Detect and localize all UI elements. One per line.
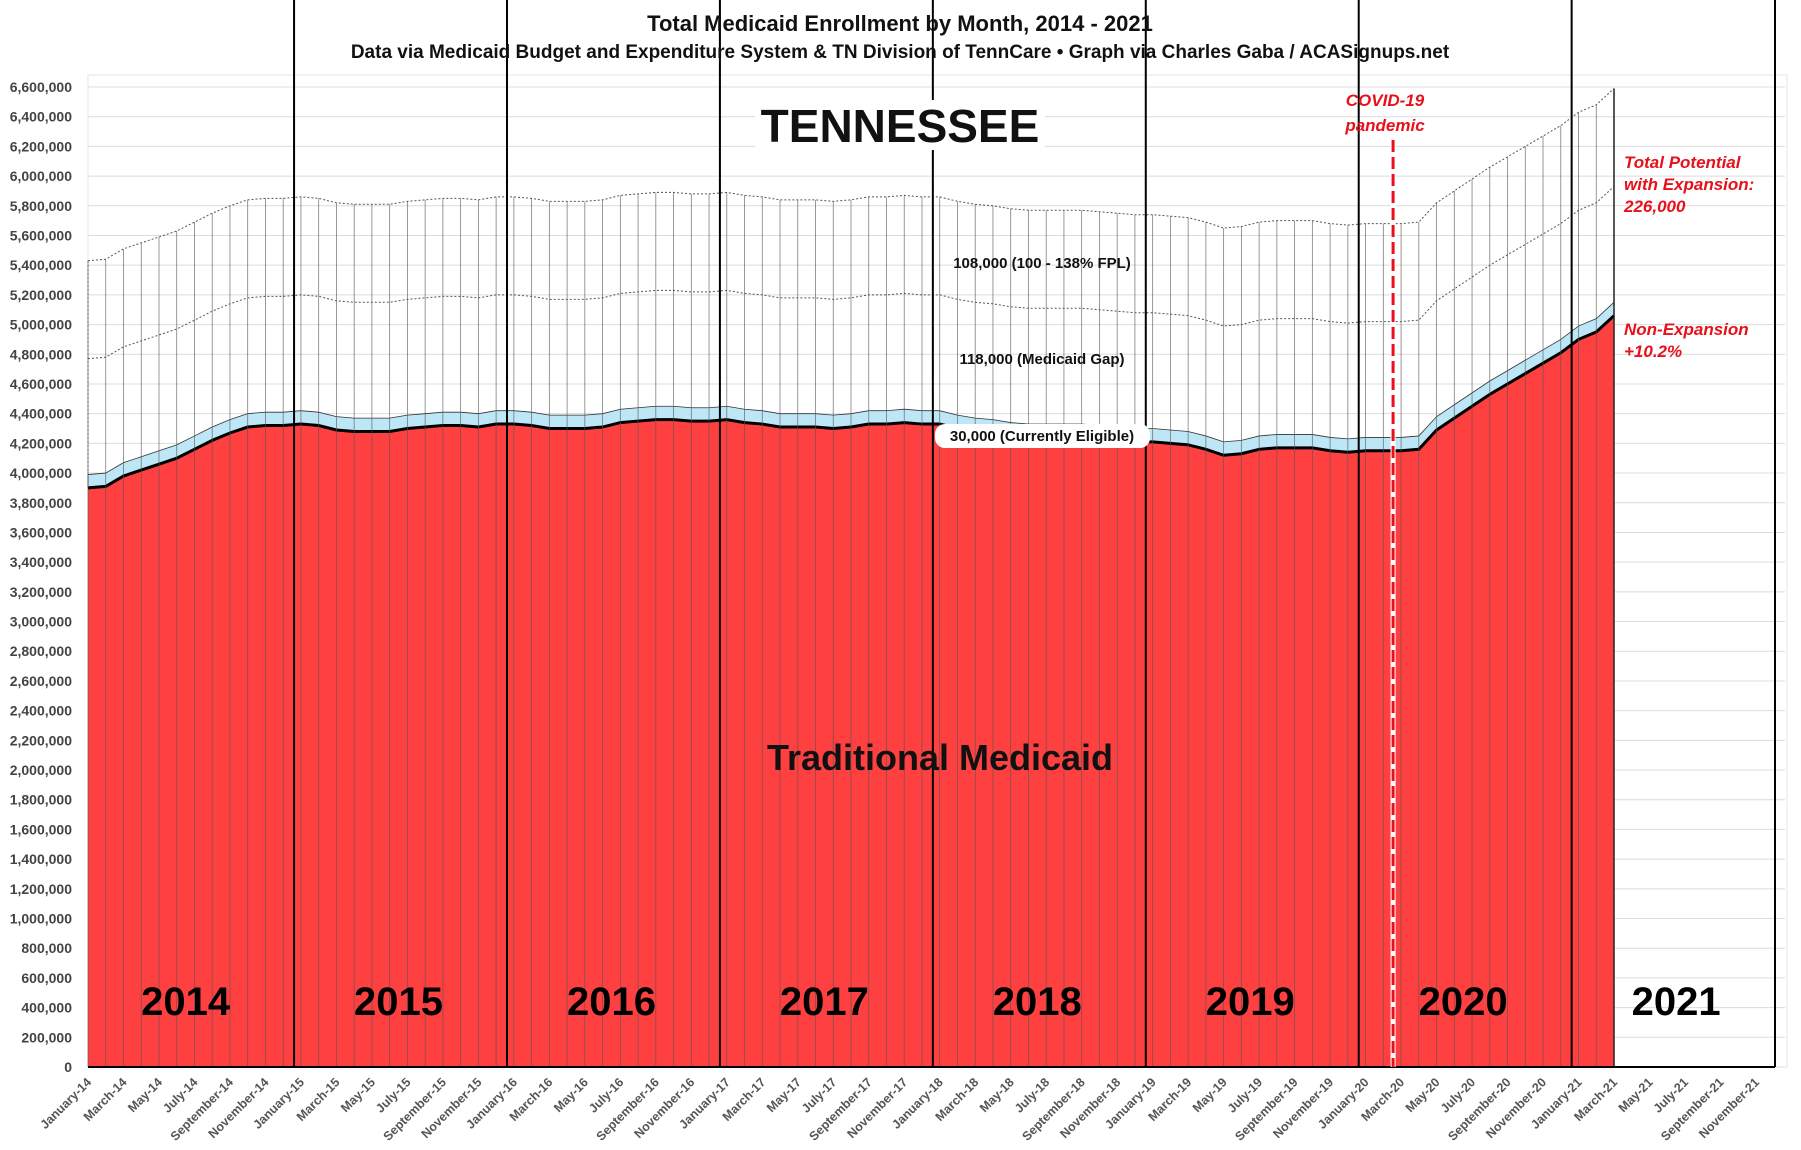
fpl-annotation: 108,000 (100 - 138% FPL) — [953, 255, 1131, 272]
y-tick-label: 6,400,000 — [10, 109, 72, 125]
chart-subtitle: Data via Medicaid Budget and Expenditure… — [351, 42, 1450, 63]
y-tick-label: 800,000 — [21, 940, 72, 956]
x-tick-label: January-14 — [38, 1075, 95, 1132]
x-tick-label: September-20 — [1445, 1075, 1513, 1143]
y-tick-label: 600,000 — [21, 970, 72, 986]
traditional-medicaid-label: Traditional Medicaid — [767, 737, 1113, 778]
y-axis-ticks: 0 200,000 400,000 600,000 800,000 1,000,000 1,… — [10, 79, 73, 1075]
y-tick-label: 1,600,000 — [10, 821, 72, 837]
y-tick-label: 400,000 — [21, 1000, 72, 1016]
covid-label-line1: COVID-19 — [1346, 91, 1425, 110]
year-label: 2021 — [1632, 980, 1721, 1024]
x-tick-label: May-21 — [1616, 1075, 1656, 1115]
y-tick-label: 3,200,000 — [10, 584, 72, 600]
total-potential-line2: with Expansion: — [1624, 175, 1754, 194]
state-label-bg — [755, 100, 1045, 150]
y-tick-label: 5,800,000 — [10, 198, 72, 214]
non-expansion-value: +10.2% — [1624, 342, 1682, 361]
y-tick-label: 3,400,000 — [10, 554, 72, 570]
state-label: TENNESSEE — [761, 100, 1040, 152]
year-dividers — [293, 0, 1776, 1067]
year-label: 2018 — [993, 980, 1082, 1024]
y-tick-label: 4,800,000 — [10, 346, 72, 362]
x-tick-label: September-14 — [168, 1075, 236, 1143]
y-tick-label: 3,600,000 — [10, 524, 72, 540]
y-tick-label: 2,000,000 — [10, 762, 72, 778]
y-tick-label: 2,400,000 — [10, 703, 72, 719]
y-tick-label: 5,000,000 — [10, 317, 72, 333]
x-tick-label: September-21 — [1658, 1075, 1726, 1143]
y-tick-label: 4,400,000 — [10, 406, 72, 422]
covid-marker: COVID-19 pandemic — [1344, 91, 1425, 135]
year-label: 2019 — [1206, 980, 1295, 1024]
x-tick-label: September-15 — [381, 1075, 449, 1143]
y-tick-label: 1,800,000 — [10, 792, 72, 808]
x-tick-label: May-17 — [764, 1075, 804, 1115]
eligible-annotation: 30,000 (Currently Eligible) — [950, 428, 1134, 445]
y-tick-label: 4,600,000 — [10, 376, 72, 392]
total-potential-line1: Total Potential — [1624, 153, 1742, 172]
y-tick-label: 3,000,000 — [10, 614, 72, 630]
y-tick-label: 4,000,000 — [10, 465, 72, 481]
x-tick-label: September-17 — [806, 1075, 874, 1143]
y-tick-label: 5,600,000 — [10, 227, 72, 243]
y-tick-label: 3,800,000 — [10, 495, 72, 511]
year-label: 2020 — [1419, 980, 1508, 1024]
x-tick-label: May-16 — [551, 1075, 591, 1115]
x-tick-label: September-18 — [1019, 1075, 1087, 1143]
x-tick-label: September-19 — [1232, 1075, 1300, 1143]
y-tick-label: 2,200,000 — [10, 732, 72, 748]
y-tick-label: 1,200,000 — [10, 881, 72, 897]
year-label: 2015 — [354, 980, 443, 1024]
y-tick-label: 1,400,000 — [10, 851, 72, 867]
x-tick-label: May-18 — [977, 1075, 1017, 1115]
x-tick-label: May-15 — [338, 1075, 378, 1115]
gap-annotation: 118,000 (Medicaid Gap) — [959, 351, 1124, 368]
year-label: 2014 — [141, 980, 231, 1024]
y-tick-label: 2,800,000 — [10, 643, 72, 659]
y-tick-label: 0 — [64, 1059, 72, 1075]
non-expansion-line1: Non-Expansion — [1624, 320, 1749, 339]
covid-label-line2: pandemic — [1344, 116, 1425, 135]
x-tick-label: May-19 — [1190, 1075, 1230, 1115]
x-tick-label: September-16 — [594, 1075, 662, 1143]
total-potential-value: 226,000 — [1623, 197, 1686, 216]
x-tick-label: May-14 — [125, 1075, 165, 1115]
y-tick-label: 5,400,000 — [10, 257, 72, 273]
eligible-annotation-bg — [935, 424, 1150, 448]
chart-title: Total Medicaid Enrollment by Month, 2014… — [647, 11, 1153, 36]
month-lines — [87, 88, 1775, 1068]
y-tick-label: 4,200,000 — [10, 435, 72, 451]
y-tick-label: 6,600,000 — [10, 79, 72, 95]
y-tick-label: 200,000 — [21, 1029, 72, 1045]
year-label: 2017 — [780, 980, 869, 1024]
year-label: 2016 — [567, 980, 656, 1024]
x-tick-label: May-20 — [1403, 1075, 1443, 1115]
y-tick-label: 5,200,000 — [10, 287, 72, 303]
y-tick-label: 1,000,000 — [10, 911, 72, 927]
year-labels: 2014 2015 2016 2017 2018 2019 2020 2021 — [141, 980, 1720, 1024]
y-tick-label: 6,000,000 — [10, 168, 72, 184]
x-axis-ticks: January-14March-14May-14July-14September… — [38, 1075, 1763, 1143]
y-tick-label: 6,200,000 — [10, 138, 72, 154]
y-tick-label: 2,600,000 — [10, 673, 72, 689]
